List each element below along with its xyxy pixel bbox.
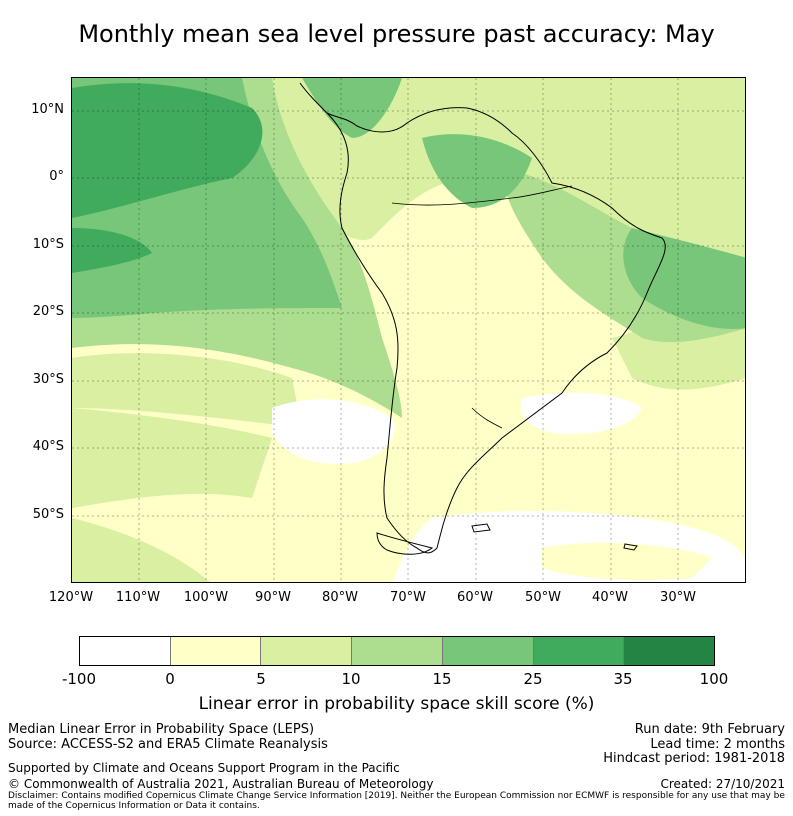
region-pale-sw [72, 353, 302, 428]
footer-disclaimer: Disclaimer: Contains modified Copernicus… [8, 791, 785, 811]
footer-support: Supported by Climate and Oceans Support … [8, 761, 400, 775]
lon-label-50w: 50°W [525, 590, 561, 605]
lon-label-120w: 120°W [48, 590, 94, 605]
rio-de-la-plata [471, 407, 503, 429]
colorbar-segment [170, 637, 262, 665]
tierra-del-fuego [376, 532, 434, 555]
colorbar-segment [261, 637, 353, 665]
colorbar-tick: 100 [699, 670, 729, 688]
region-pale-sw3 [72, 518, 210, 582]
colorbar-segment [80, 637, 171, 665]
amazon-river [391, 185, 573, 206]
colorbar-segment [624, 637, 715, 665]
colorbar-tick: 10 [341, 670, 361, 688]
footer-method: Median Linear Error in Probability Space… [8, 722, 315, 737]
colorbar-tick: 25 [523, 670, 543, 688]
falkland-islands [471, 523, 491, 533]
colorbar-segment [442, 637, 534, 665]
colorbar-tick: 5 [256, 670, 266, 688]
colorbar-tick: 0 [165, 670, 175, 688]
lat-label-0: 0° [49, 169, 64, 184]
lat-label-10n: 10°N [31, 102, 64, 117]
lon-label-30w: 30°W [660, 590, 696, 605]
lat-label-40s: 40°S [32, 439, 64, 454]
continent-outline [299, 82, 666, 554]
footer-lead-time: Lead time: 2 months [650, 737, 785, 752]
footer-run-date: Run date: 9th February [634, 722, 785, 737]
colorbar-tick: 15 [432, 670, 452, 688]
skill-map-svg [72, 78, 745, 582]
region-darker-central [302, 78, 402, 138]
lon-label-110w: 110°W [115, 590, 161, 605]
footer-copyright: © Commonwealth of Australia 2021, Austra… [8, 777, 434, 791]
colorbar-label: Linear error in probability space skill … [198, 694, 595, 714]
chart-title: Monthly mean sea level pressure past acc… [78, 20, 715, 48]
footer-source: Source: ACCESS-S2 and ERA5 Climate Reana… [8, 737, 328, 752]
south-georgia [623, 543, 638, 551]
lon-label-70w: 70°W [390, 590, 426, 605]
lat-label-50s: 50°S [32, 507, 64, 522]
region-dark-pacific2 [72, 228, 152, 273]
lat-label-30s: 30°S [32, 372, 64, 387]
colorbar-tick: 35 [613, 670, 633, 688]
region-white-2 [520, 392, 642, 435]
lat-label-10s: 10°S [32, 237, 64, 252]
lat-label-20s: 20°S [32, 304, 64, 319]
skill-map [71, 77, 746, 583]
lon-label-100w: 100°W [183, 590, 229, 605]
region-yellow-south [542, 542, 712, 580]
colorbar-segment [352, 637, 443, 665]
lon-label-40w: 40°W [592, 590, 628, 605]
lon-label-90w: 90°W [255, 590, 291, 605]
footer-created: Created: 27/10/2021 [660, 777, 785, 791]
colorbar-tick: -100 [61, 670, 97, 688]
region-dark-pacific [72, 83, 263, 219]
footer-hindcast: Hindcast period: 1981-2018 [603, 751, 785, 766]
lon-label-60w: 60°W [457, 590, 493, 605]
graticule [72, 78, 745, 582]
lon-label-80w: 80°W [322, 590, 358, 605]
colorbar-segment [533, 637, 625, 665]
region-pale-sw2 [72, 408, 272, 508]
region-darker-caribbean [422, 134, 532, 208]
region-darker-east [623, 228, 745, 329]
colorbar [79, 636, 715, 666]
